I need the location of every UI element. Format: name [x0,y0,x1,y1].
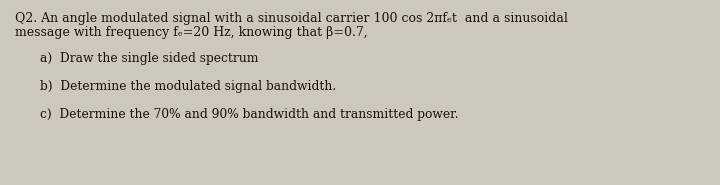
Text: b)  Determine the modulated signal bandwidth.: b) Determine the modulated signal bandwi… [40,80,336,93]
Text: c)  Determine the 70% and 90% bandwidth and transmitted power.: c) Determine the 70% and 90% bandwidth a… [40,108,459,121]
Text: a)  Draw the single sided spectrum: a) Draw the single sided spectrum [40,52,258,65]
Text: Q2. An angle modulated signal with a sinusoidal carrier 100 cos 2πfₑt  and a sin: Q2. An angle modulated signal with a sin… [15,12,568,25]
Text: message with frequency fₑ=20 Hz, knowing that β=0.7,: message with frequency fₑ=20 Hz, knowing… [15,26,368,39]
